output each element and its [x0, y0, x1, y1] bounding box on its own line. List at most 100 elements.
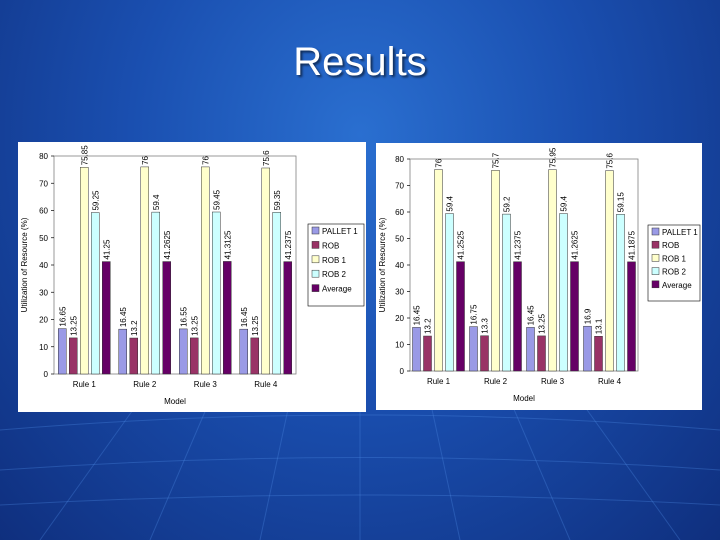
bar — [129, 337, 138, 375]
bar — [58, 328, 67, 375]
data-label: 13.3 — [481, 318, 490, 334]
y-axis-label: Utilization of Resource (%) — [20, 217, 29, 312]
legend-label: ROB 1 — [662, 254, 687, 263]
bar — [513, 261, 522, 372]
bar — [594, 336, 603, 372]
y-tick-label: 50 — [395, 235, 404, 244]
legend-swatch — [311, 226, 320, 235]
y-tick-label: 60 — [39, 207, 48, 216]
y-tick-label: 20 — [39, 316, 48, 325]
data-label: 59.4 — [560, 195, 569, 211]
legend-label: ROB 2 — [662, 268, 687, 277]
data-label: 13.25 — [251, 315, 260, 336]
x-tick-label: Rule 4 — [598, 377, 622, 386]
data-label: 76 — [435, 158, 444, 167]
y-tick-label: 60 — [395, 208, 404, 217]
x-tick-label: Rule 3 — [194, 380, 218, 389]
legend-swatch — [311, 241, 320, 249]
bar — [559, 213, 568, 372]
x-axis-label: Model — [513, 394, 535, 403]
legend-swatch — [311, 255, 320, 264]
y-tick-label: 50 — [39, 234, 48, 243]
bar — [616, 214, 625, 372]
x-tick-label: Rule 1 — [427, 377, 451, 386]
data-label: 41.2625 — [571, 230, 580, 259]
bar — [434, 169, 443, 372]
legend-swatch — [651, 240, 660, 249]
y-tick-label: 40 — [39, 261, 48, 270]
y-axis-label: Utilization of Resource (%) — [378, 217, 387, 312]
bar — [201, 166, 210, 375]
y-tick-label: 0 — [44, 370, 49, 379]
data-label: 13.25 — [69, 315, 78, 336]
plot-area-frame — [409, 158, 639, 372]
data-label: 59.15 — [617, 192, 626, 213]
bar — [423, 335, 432, 372]
bar — [605, 170, 614, 372]
bar — [69, 337, 78, 375]
data-label: 13.2 — [424, 318, 433, 334]
bar — [102, 261, 111, 375]
legend-label: PALLET 1 — [662, 228, 698, 237]
bar — [212, 211, 221, 375]
legend-box — [647, 224, 701, 302]
bar — [445, 213, 454, 372]
bar — [118, 328, 127, 375]
data-label: 59.4 — [446, 195, 455, 211]
data-label: 16.45 — [119, 307, 128, 328]
data-label: 16.9 — [584, 308, 593, 324]
bar — [491, 170, 500, 372]
x-tick-label: Rule 1 — [73, 380, 97, 389]
y-tick-label: 30 — [39, 288, 48, 297]
data-label: 75.6 — [606, 153, 615, 169]
y-tick-label: 30 — [395, 288, 404, 297]
data-label: 16.65 — [58, 306, 67, 327]
bar — [469, 326, 478, 372]
data-label: 16.55 — [179, 306, 188, 327]
chart-left: 0 10 20 30 40 50 60 70 80 Utilization of Resource… — [18, 142, 366, 412]
data-label: 41.2375 — [284, 230, 293, 259]
bar — [151, 211, 160, 375]
y-tick-label: 10 — [395, 341, 404, 350]
data-label: 59.4 — [152, 194, 161, 210]
data-label: 41.2525 — [457, 230, 466, 259]
bar — [583, 325, 592, 372]
data-label: 16.75 — [470, 304, 479, 325]
bar — [548, 169, 557, 372]
bar — [223, 261, 232, 375]
bar — [250, 337, 259, 375]
bar — [272, 212, 281, 375]
slide-title: Results — [293, 40, 427, 84]
x-tick-label: Rule 2 — [133, 380, 157, 389]
bar — [537, 335, 546, 372]
data-label: 76 — [141, 155, 150, 164]
bar — [627, 261, 636, 372]
bar — [502, 213, 511, 372]
bar — [412, 327, 421, 372]
bar-chart-right: 0 10 20 30 40 50 60 70 80 Utilization of Resource… — [378, 147, 701, 403]
bar — [140, 166, 149, 375]
chart-right: 0 10 20 30 40 50 60 70 80 Utilization of Resource… — [376, 143, 702, 410]
legend-swatch — [651, 280, 660, 289]
bar — [179, 328, 188, 375]
data-label: 16.45 — [240, 307, 249, 328]
data-label: 41.3125 — [223, 230, 232, 259]
legend-swatch — [311, 269, 320, 278]
legend-box — [307, 223, 365, 307]
y-tick-label: 70 — [39, 179, 48, 188]
legend-label: Average — [322, 285, 352, 294]
bar — [190, 337, 199, 375]
data-label: 13.25 — [538, 313, 547, 334]
data-label: 59.45 — [212, 189, 221, 210]
y-tick-label: 40 — [395, 261, 404, 270]
legend-label: ROB 2 — [322, 270, 347, 279]
y-tick-label: 20 — [395, 314, 404, 323]
data-label: 59.35 — [273, 190, 282, 211]
data-label: 41.2625 — [163, 230, 172, 259]
data-label: 41.1875 — [628, 230, 637, 259]
legend-swatch — [651, 227, 660, 236]
data-label: 75.7 — [492, 152, 501, 168]
legend-swatch — [651, 267, 660, 275]
bar — [283, 261, 292, 375]
bar — [261, 167, 270, 375]
